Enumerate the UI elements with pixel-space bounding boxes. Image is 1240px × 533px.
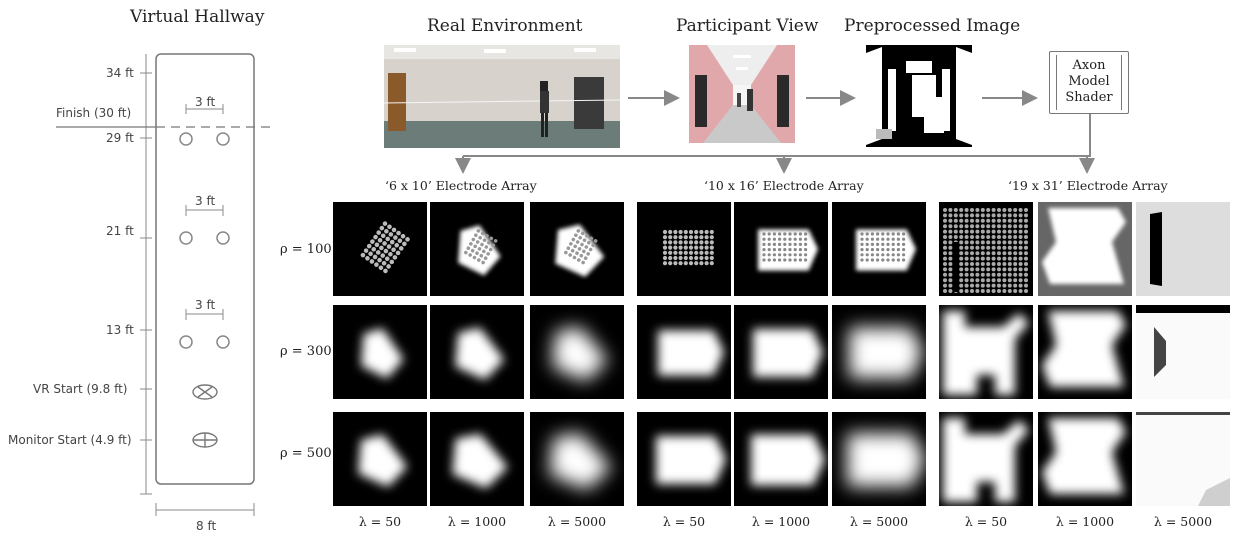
lambda-label-c5: λ = 5000 bbox=[849, 514, 909, 529]
real-environment-title: Real Environment bbox=[427, 16, 583, 36]
label-34ft: 34 ft bbox=[106, 66, 134, 80]
lambda-label-c0: λ = 50 bbox=[358, 514, 402, 529]
lambda-label-c6: λ = 50 bbox=[964, 514, 1008, 529]
label-vr-start: VR Start (9.8 ft) bbox=[33, 382, 127, 396]
label-width: 8 ft bbox=[196, 519, 216, 533]
array-label-19x31: ‘19 x 31’ Electrode Array bbox=[1008, 178, 1168, 193]
phosphene-tile-r2-c5 bbox=[832, 412, 926, 506]
label-monitor-start: Monitor Start (4.9 ft) bbox=[8, 433, 132, 447]
lambda-label-c1: λ = 1000 bbox=[447, 514, 507, 529]
phosphene-tile-r0-c8 bbox=[1136, 202, 1230, 296]
phosphene-tile-r1-c7 bbox=[1038, 305, 1132, 399]
participant-view-render bbox=[689, 45, 795, 143]
phosphene-tile-r2-c4 bbox=[734, 412, 828, 506]
label-gap-2: 3 ft bbox=[195, 194, 215, 208]
phosphene-tile-r0-c5 bbox=[832, 202, 926, 296]
vr-start-marker-icon bbox=[192, 384, 218, 400]
preprocessed-image-title: Preprocessed Image bbox=[844, 16, 1021, 36]
phosphene-tile-r1-c0 bbox=[333, 305, 427, 399]
phosphene-tile-r2-c2 bbox=[530, 412, 624, 506]
rho-label-500: ρ = 500 bbox=[280, 446, 332, 461]
phosphene-tile-r2-c6 bbox=[939, 412, 1033, 506]
label-gap-3: 3 ft bbox=[195, 298, 215, 312]
hallway-outline bbox=[155, 53, 255, 485]
phosphene-tile-r2-c3 bbox=[637, 412, 731, 506]
axon-model-shader-box: Axon Model Shader bbox=[1049, 51, 1129, 114]
phosphene-tile-r1-c3 bbox=[637, 305, 731, 399]
phosphene-tile-r0-c6 bbox=[939, 202, 1033, 296]
obstacle-pair-29ft bbox=[179, 132, 230, 146]
array-label-6x10: ‘6 x 10’ Electrode Array bbox=[385, 178, 537, 193]
label-21ft: 21 ft bbox=[106, 224, 134, 238]
rho-label-100: ρ = 100 bbox=[280, 242, 332, 257]
phosphene-tile-r1-c8 bbox=[1136, 305, 1230, 399]
phosphene-tile-r0-c0 bbox=[333, 202, 427, 296]
phosphene-tile-r0-c4 bbox=[734, 202, 828, 296]
real-environment-photo bbox=[384, 45, 620, 148]
pipeline-arrows bbox=[455, 90, 1095, 174]
preprocessed-image bbox=[866, 45, 972, 147]
lambda-label-c8: λ = 5000 bbox=[1153, 514, 1213, 529]
shader-line-1: Axon bbox=[1072, 58, 1106, 73]
hallway-title: Virtual Hallway bbox=[130, 7, 265, 27]
phosphene-tile-r1-c2 bbox=[530, 305, 624, 399]
monitor-start-marker-icon bbox=[192, 432, 218, 448]
obstacle-pair-13ft bbox=[179, 335, 230, 349]
label-29ft: 29 ft bbox=[106, 131, 134, 145]
phosphene-tile-r2-c1 bbox=[430, 412, 524, 506]
lambda-label-c4: λ = 1000 bbox=[751, 514, 811, 529]
rho-label-300: ρ = 300 bbox=[280, 344, 332, 359]
participant-view-title: Participant View bbox=[676, 16, 819, 36]
shader-line-2: Model bbox=[1068, 74, 1110, 89]
label-gap-1: 3 ft bbox=[195, 95, 215, 109]
lambda-label-c7: λ = 1000 bbox=[1055, 514, 1115, 529]
phosphene-tile-r2-c8 bbox=[1136, 412, 1230, 506]
obstacle-pair-21ft bbox=[179, 231, 230, 245]
phosphene-tile-r1-c6 bbox=[939, 305, 1033, 399]
phosphene-tile-r2-c7 bbox=[1038, 412, 1132, 506]
phosphene-tile-r0-c3 bbox=[637, 202, 731, 296]
phosphene-tile-r1-c5 bbox=[832, 305, 926, 399]
phosphene-tile-r0-c1 bbox=[430, 202, 524, 296]
array-label-10x16: ‘10 x 16’ Electrode Array bbox=[704, 178, 864, 193]
lambda-label-c2: λ = 5000 bbox=[547, 514, 607, 529]
phosphene-tile-r1-c1 bbox=[430, 305, 524, 399]
label-finish: Finish (30 ft) bbox=[56, 106, 131, 120]
phosphene-tile-r0-c2 bbox=[530, 202, 624, 296]
phosphene-tile-r1-c4 bbox=[734, 305, 828, 399]
label-13ft: 13 ft bbox=[106, 323, 134, 337]
shader-line-3: Shader bbox=[1065, 90, 1113, 105]
phosphene-tile-r2-c0 bbox=[333, 412, 427, 506]
virtual-hallway-diagram: 34 ft Finish (30 ft) 29 ft 21 ft 13 ft V… bbox=[8, 53, 272, 533]
lambda-label-c3: λ = 50 bbox=[662, 514, 706, 529]
phosphene-tile-r0-c7 bbox=[1038, 202, 1132, 296]
